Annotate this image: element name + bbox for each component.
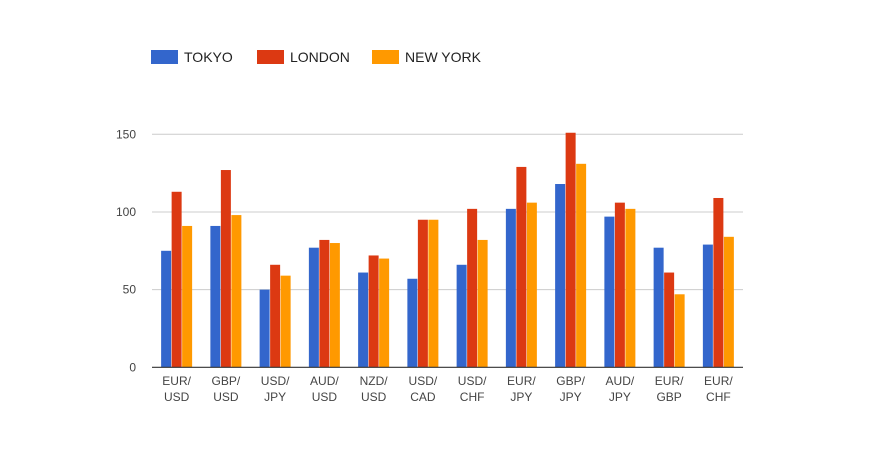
x-tick-label: EUR/ bbox=[162, 374, 191, 388]
bar-london[interactable] bbox=[664, 272, 675, 368]
bar-tokyo[interactable] bbox=[259, 289, 270, 368]
bar-tokyo[interactable] bbox=[407, 278, 418, 368]
x-tick-label: USD/ bbox=[458, 374, 487, 388]
x-tick-label: EUR/ bbox=[507, 374, 536, 388]
x-tick-label: USD bbox=[312, 390, 338, 404]
bar-london[interactable] bbox=[270, 264, 281, 368]
x-tick-label: JPY bbox=[609, 390, 631, 404]
bar-new-york[interactable] bbox=[231, 215, 242, 368]
bar-new-york[interactable] bbox=[526, 202, 537, 368]
x-tick-label: NZD/ bbox=[360, 374, 389, 388]
bar-london[interactable] bbox=[713, 197, 724, 368]
legend-label: TOKYO bbox=[184, 49, 233, 65]
y-tick-label: 150 bbox=[116, 127, 136, 141]
x-tick-label: CHF bbox=[460, 390, 485, 404]
legend-swatch-new-york bbox=[372, 50, 399, 64]
bar-tokyo[interactable] bbox=[505, 208, 516, 368]
bar-tokyo[interactable] bbox=[604, 216, 615, 368]
x-tick-label: GBP bbox=[656, 390, 681, 404]
bar-tokyo[interactable] bbox=[308, 247, 319, 368]
x-tick-label: USD bbox=[213, 390, 239, 404]
bar-london[interactable] bbox=[467, 208, 478, 368]
bar-new-york[interactable] bbox=[428, 219, 439, 368]
x-tick-label: JPY bbox=[510, 390, 532, 404]
bar-tokyo[interactable] bbox=[702, 244, 713, 368]
bar-new-york[interactable] bbox=[723, 236, 734, 368]
bar-london[interactable] bbox=[220, 170, 231, 368]
y-tick-label: 0 bbox=[129, 360, 136, 374]
bar-london[interactable] bbox=[614, 202, 625, 368]
y-tick-label: 100 bbox=[116, 205, 136, 219]
bar-new-york[interactable] bbox=[576, 163, 587, 368]
bar-new-york[interactable] bbox=[329, 243, 340, 368]
bar-tokyo[interactable] bbox=[456, 264, 467, 368]
x-tick-label: CHF bbox=[706, 390, 731, 404]
legend-swatch-london bbox=[257, 50, 284, 64]
x-tick-label: AUD/ bbox=[606, 374, 635, 388]
x-tick-label: USD bbox=[164, 390, 190, 404]
bar-tokyo[interactable] bbox=[653, 247, 664, 368]
bar-new-york[interactable] bbox=[477, 239, 488, 368]
x-tick-label: AUD/ bbox=[310, 374, 339, 388]
legend-item-new-york[interactable]: NEW YORK bbox=[372, 49, 481, 65]
x-tick-label: USD/ bbox=[409, 374, 438, 388]
bar-tokyo[interactable] bbox=[210, 225, 221, 368]
x-tick-label: GBP/ bbox=[556, 374, 585, 388]
bar-tokyo[interactable] bbox=[161, 250, 172, 368]
bar-london[interactable] bbox=[565, 132, 576, 368]
bar-london[interactable] bbox=[319, 239, 330, 368]
x-tick-label: USD bbox=[361, 390, 387, 404]
bar-new-york[interactable] bbox=[182, 225, 193, 368]
x-tick-label: GBP/ bbox=[212, 374, 241, 388]
bar-new-york[interactable] bbox=[674, 294, 685, 368]
bar-london[interactable] bbox=[171, 191, 182, 368]
legend-item-tokyo[interactable]: TOKYO bbox=[151, 49, 233, 65]
bar-london[interactable] bbox=[417, 219, 428, 368]
bar-new-york[interactable] bbox=[280, 275, 291, 368]
legend-label: LONDON bbox=[290, 49, 350, 65]
x-tick-label: EUR/ bbox=[704, 374, 733, 388]
x-tick-label: USD/ bbox=[261, 374, 290, 388]
bar-new-york[interactable] bbox=[625, 208, 636, 368]
y-tick-label: 50 bbox=[123, 283, 137, 297]
legend-swatch-tokyo bbox=[151, 50, 178, 64]
bar-tokyo[interactable] bbox=[555, 184, 566, 368]
bar-tokyo[interactable] bbox=[358, 272, 369, 368]
x-tick-label: CAD bbox=[410, 390, 436, 404]
x-tick-label: JPY bbox=[560, 390, 582, 404]
x-tick-label: JPY bbox=[264, 390, 286, 404]
bar-london[interactable] bbox=[516, 166, 527, 368]
x-tick-label: EUR/ bbox=[655, 374, 684, 388]
legend-item-london[interactable]: LONDON bbox=[257, 49, 350, 65]
bar-new-york[interactable] bbox=[379, 258, 390, 368]
legend-label: NEW YORK bbox=[405, 49, 481, 65]
bar-london[interactable] bbox=[368, 255, 379, 368]
